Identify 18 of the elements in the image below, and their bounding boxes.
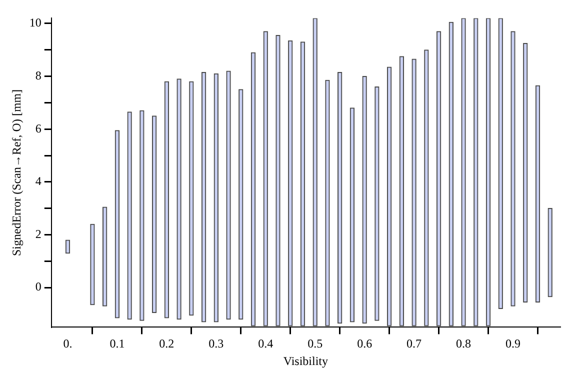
- x-tick-label: 0.3: [208, 336, 224, 351]
- y-axis-title: SignedError (Scan→Ref, O) [mm]: [9, 89, 24, 256]
- y-tick-label: 4: [35, 174, 42, 188]
- x-tick-label: 0.9: [506, 336, 520, 351]
- x-tick-label: 0.8: [456, 336, 472, 351]
- y-tick-label: 2: [35, 226, 42, 241]
- y-tick-label: 8: [35, 68, 42, 82]
- y-tick-label: 6: [35, 121, 42, 136]
- x-tick-label: 0.4: [258, 336, 274, 351]
- x-tick-label: 0.6: [357, 336, 372, 351]
- y-tick-label: 10: [29, 16, 42, 30]
- x-tick-label: 0.2: [159, 336, 174, 351]
- x-tick-label: 0.: [63, 336, 72, 351]
- x-axis-title: Visibility: [283, 354, 328, 368]
- y-tick-label: 0: [35, 280, 42, 294]
- x-tick-label: 0.7: [406, 336, 422, 351]
- x-tick-label: 0.1: [110, 336, 125, 351]
- x-tick-label: 0.5: [308, 336, 323, 351]
